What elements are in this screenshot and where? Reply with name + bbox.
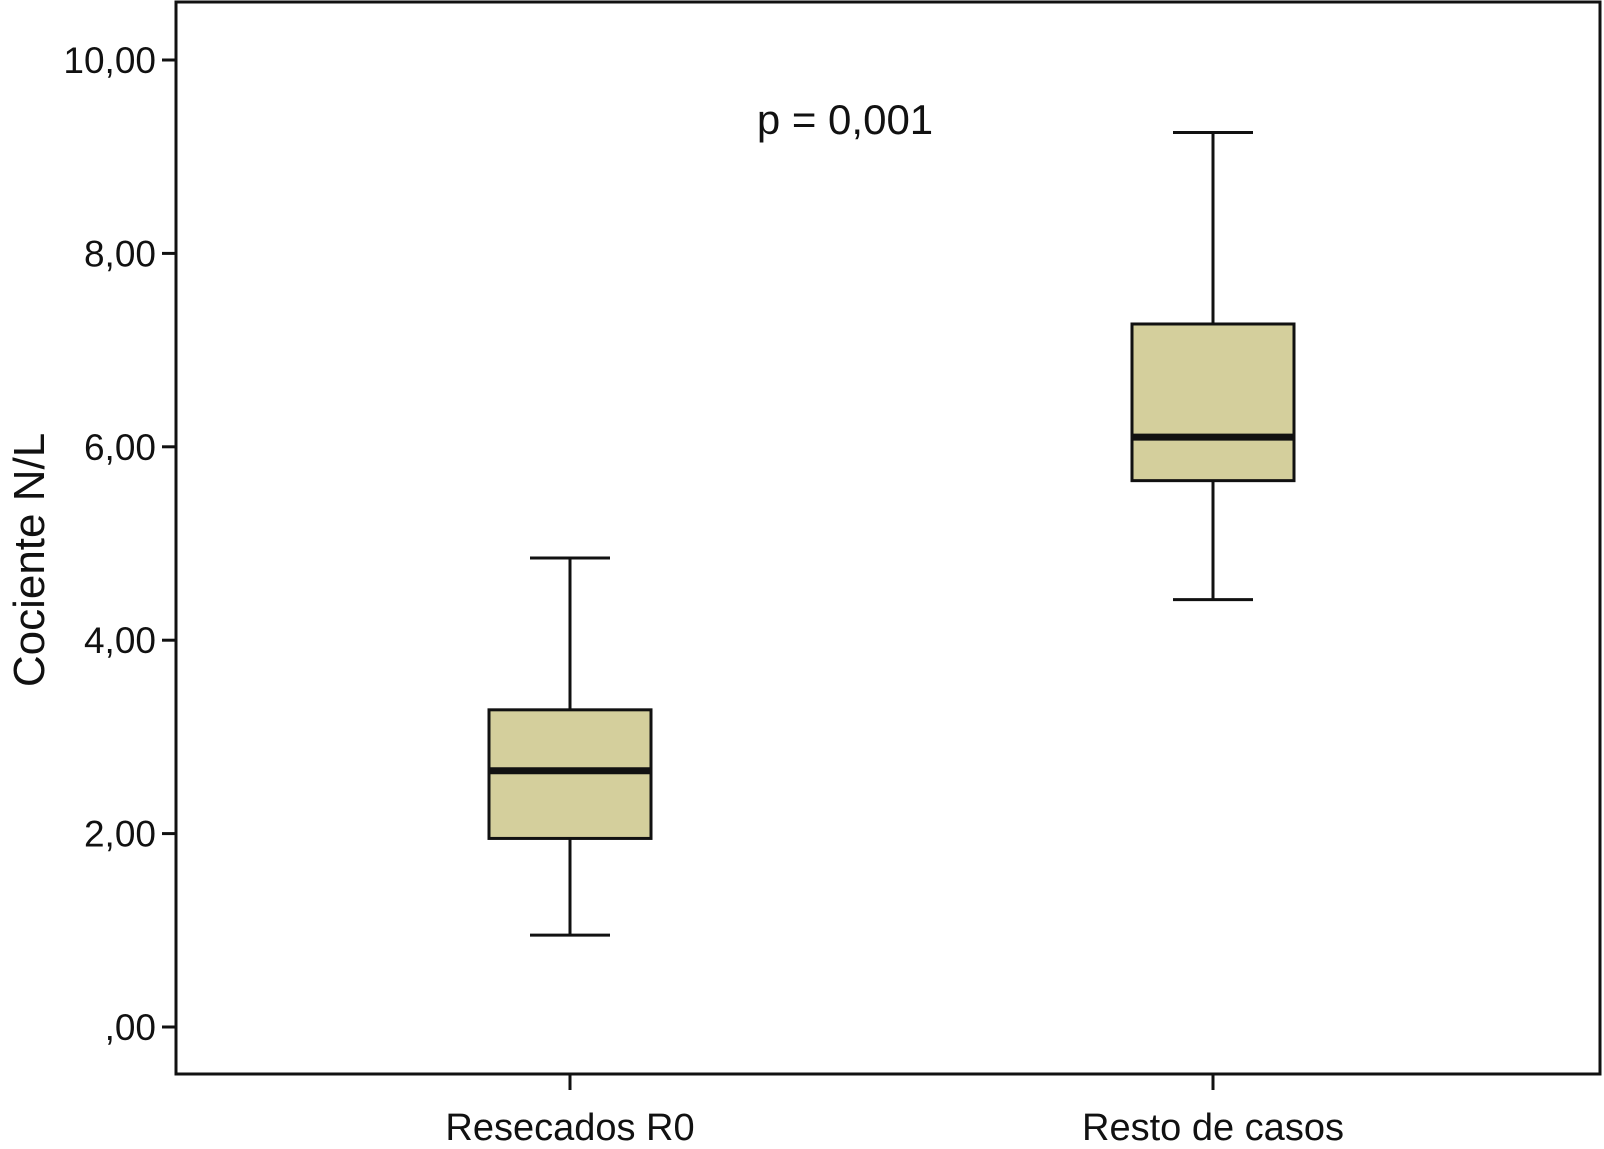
x-axis-ticks: Resecados R0 Resto de casos <box>445 1074 1344 1149</box>
x-category-label: Resto de casos <box>1082 1107 1344 1149</box>
y-tick-label: 4,00 <box>84 620 156 661</box>
iqr-box <box>1130 322 1296 483</box>
y-tick-label: 8,00 <box>84 233 156 274</box>
y-tick-label: 6,00 <box>84 427 156 468</box>
plot-frame <box>174 0 1602 1076</box>
y-tick-label: 2,00 <box>84 814 156 855</box>
y-tick-label: 10,00 <box>63 40 156 81</box>
p-value-annotation: p = 0,001 <box>757 96 933 143</box>
y-axis-ticks: ,00 2,00 4,00 6,00 8,00 10,00 <box>63 40 176 1048</box>
boxes-layer <box>487 131 1296 937</box>
y-tick-label: ,00 <box>105 1007 156 1048</box>
x-category-label: Resecados R0 <box>445 1107 694 1149</box>
box-group <box>1130 131 1296 602</box>
box-group <box>487 556 653 937</box>
y-axis-title: Cociente N/L <box>5 433 54 687</box>
